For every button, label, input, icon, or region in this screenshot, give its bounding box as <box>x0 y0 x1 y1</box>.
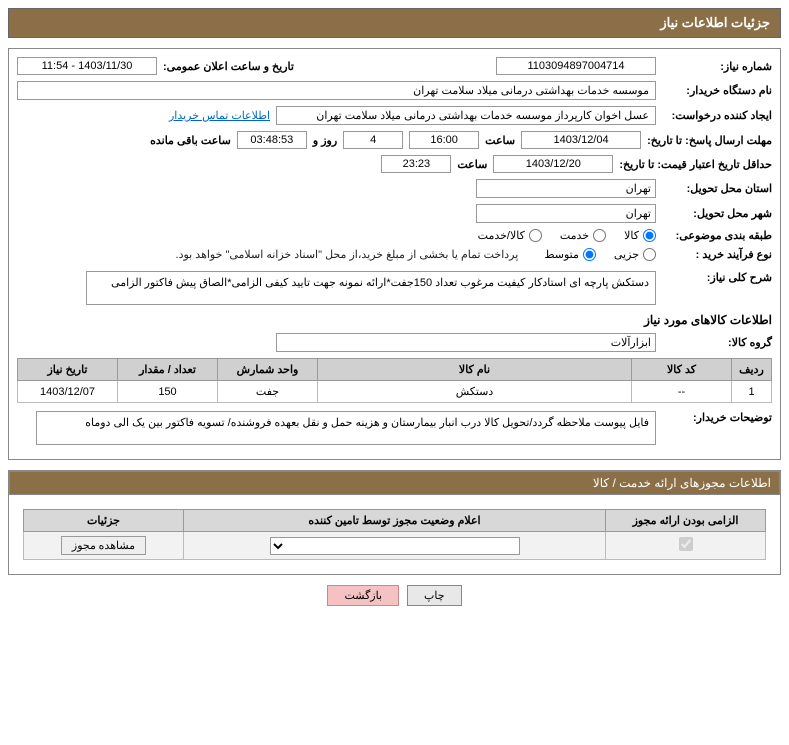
permit-row: مشاهده مجوز <box>24 532 766 560</box>
cat-radio-2[interactable]: خدمت <box>560 229 606 242</box>
city-field: تهران <box>476 204 656 223</box>
category-label: طبقه بندی موضوعی: <box>662 229 772 242</box>
cat-radio-1-input[interactable] <box>643 229 656 242</box>
mandatory-checkbox <box>679 537 693 551</box>
buyer-label: نام دستگاه خریدار: <box>662 84 772 97</box>
province-field: تهران <box>476 179 656 198</box>
buyer-note-label: توضیحات خریدار: <box>662 411 772 424</box>
proc-opt1-label: جزیی <box>614 248 639 261</box>
days-count: 4 <box>343 131 403 149</box>
cell-qty: 150 <box>118 381 218 403</box>
mandatory-cell <box>606 532 766 560</box>
back-button[interactable]: بازگشت <box>327 585 399 606</box>
th-qty: تعداد / مقدار <box>118 359 218 381</box>
th-name: نام کالا <box>318 359 632 381</box>
status-select[interactable] <box>270 537 520 555</box>
header-title: جزئیات اطلاعات نیاز <box>660 15 770 30</box>
footer-buttons: چاپ بازگشت <box>8 585 781 606</box>
proc-radio-1-input[interactable] <box>643 248 656 261</box>
proc-radio-2-input[interactable] <box>583 248 596 261</box>
creator-field: عسل اخوان کارپرداز موسسه خدمات بهداشتی د… <box>276 106 656 125</box>
cat-radio-3[interactable]: کالا/خدمت <box>478 229 542 242</box>
cat-radio-2-input[interactable] <box>593 229 606 242</box>
main-panel: شماره نیاز: 1103094897004714 تاریخ و ساع… <box>8 48 781 460</box>
deadline-date: 1403/12/04 <box>521 131 641 149</box>
th-row: ردیف <box>732 359 772 381</box>
desc-label: شرح کلی نیاز: <box>662 271 772 284</box>
deadline-time: 16:00 <box>409 131 479 149</box>
cat-radio-3-input[interactable] <box>529 229 542 242</box>
th-details: جزئیات <box>24 510 184 532</box>
th-date: تاریخ نیاز <box>18 359 118 381</box>
cell-name: دستکش <box>318 381 632 403</box>
cell-date: 1403/12/07 <box>18 381 118 403</box>
announce-field: 1403/11/30 - 11:54 <box>17 57 157 75</box>
deadline-label: مهلت ارسال پاسخ: تا تاریخ: <box>647 134 772 147</box>
permits-table: الزامی بودن ارائه مجوز اعلام وضعیت مجوز … <box>23 509 766 560</box>
th-mandatory: الزامی بودن ارائه مجوز <box>606 510 766 532</box>
cell-code: -- <box>632 381 732 403</box>
process-label: نوع فرآیند خرید : <box>662 248 772 261</box>
days-label: روز و <box>313 134 337 147</box>
time-label-2: ساعت <box>457 158 487 171</box>
th-status: اعلام وضعیت مجوز توسط تامین کننده <box>184 510 606 532</box>
process-note: پرداخت تمام یا بخشی از مبلغ خرید،از محل … <box>176 248 519 261</box>
desc-box: دستکش پارچه ای استادکار کیفیت مرغوب تعدا… <box>86 271 656 305</box>
cat-opt3-label: کالا/خدمت <box>478 229 525 242</box>
announce-label: تاریخ و ساعت اعلان عمومی: <box>163 60 294 73</box>
group-field: ابزارآلات <box>276 333 656 352</box>
process-radios: جزیی متوسط <box>544 248 656 261</box>
permits-title: اطلاعات مجوزهای ارائه خدمت / کالا <box>9 471 780 495</box>
th-unit: واحد شمارش <box>218 359 318 381</box>
table-row: 1 -- دستکش جفت 150 1403/12/07 <box>18 381 772 403</box>
buyer-field: موسسه خدمات بهداشتی درمانی میلاد سلامت ت… <box>17 81 656 100</box>
cell-unit: جفت <box>218 381 318 403</box>
print-button[interactable]: چاپ <box>407 585 462 606</box>
category-radios: کالا خدمت کالا/خدمت <box>478 229 656 242</box>
items-section-title: اطلاعات کالاهای مورد نیاز <box>17 313 772 327</box>
remain-label: ساعت باقی مانده <box>150 134 231 147</box>
items-table: ردیف کد کالا نام کالا واحد شمارش تعداد /… <box>17 358 772 403</box>
need-no-field: 1103094897004714 <box>496 57 656 75</box>
proc-opt2-label: متوسط <box>544 248 579 261</box>
city-label: شهر محل تحویل: <box>662 207 772 220</box>
proc-radio-1[interactable]: جزیی <box>614 248 656 261</box>
cell-no: 1 <box>732 381 772 403</box>
validity-label: حداقل تاریخ اعتبار قیمت: تا تاریخ: <box>619 158 772 171</box>
cat-radio-1[interactable]: کالا <box>624 229 656 242</box>
th-code: کد کالا <box>632 359 732 381</box>
items-header-row: ردیف کد کالا نام کالا واحد شمارش تعداد /… <box>18 359 772 381</box>
validity-date: 1403/12/20 <box>493 155 613 173</box>
validity-time: 23:23 <box>381 155 451 173</box>
countdown: 03:48:53 <box>237 131 307 149</box>
proc-radio-2[interactable]: متوسط <box>544 248 596 261</box>
status-cell <box>184 532 606 560</box>
group-label: گروه کالا: <box>662 336 772 349</box>
creator-label: ایجاد کننده درخواست: <box>662 109 772 122</box>
details-cell: مشاهده مجوز <box>24 532 184 560</box>
time-label-1: ساعت <box>485 134 515 147</box>
page-header: جزئیات اطلاعات نیاز <box>8 8 781 38</box>
permits-header-row: الزامی بودن ارائه مجوز اعلام وضعیت مجوز … <box>24 510 766 532</box>
need-no-label: شماره نیاز: <box>662 60 772 73</box>
cat-opt2-label: خدمت <box>560 229 589 242</box>
buyer-note-box: فایل پیوست ملاحظه گردد/تحویل کالا درب ان… <box>36 411 656 445</box>
view-permit-button[interactable]: مشاهده مجوز <box>61 536 146 555</box>
cat-opt1-label: کالا <box>624 229 639 242</box>
province-label: استان محل تحویل: <box>662 182 772 195</box>
permits-panel: اطلاعات مجوزهای ارائه خدمت / کالا الزامی… <box>8 470 781 575</box>
contact-link[interactable]: اطلاعات تماس خریدار <box>169 109 270 122</box>
